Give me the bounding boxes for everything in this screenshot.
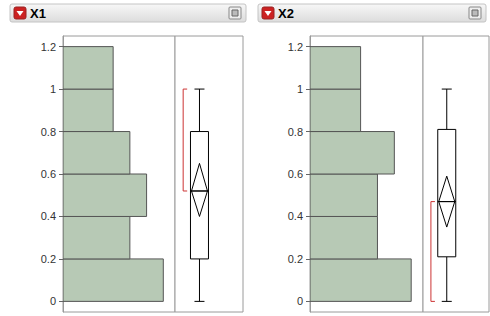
svg-text:0.4: 0.4 <box>41 210 56 222</box>
svg-text:0.6: 0.6 <box>288 168 303 180</box>
svg-text:X2: X2 <box>278 6 294 21</box>
svg-text:0.6: 0.6 <box>41 168 56 180</box>
svg-text:X1: X1 <box>30 6 46 21</box>
svg-text:1: 1 <box>297 83 303 95</box>
svg-text:0.8: 0.8 <box>288 126 303 138</box>
svg-text:0: 0 <box>297 295 303 307</box>
svg-text:0.2: 0.2 <box>288 253 303 265</box>
svg-text:1.2: 1.2 <box>288 41 303 53</box>
svg-text:0.4: 0.4 <box>288 210 303 222</box>
svg-text:1.2: 1.2 <box>41 41 56 53</box>
svg-text:0.8: 0.8 <box>41 126 56 138</box>
svg-text:0: 0 <box>50 295 56 307</box>
svg-text:1: 1 <box>50 83 56 95</box>
svg-text:0.2: 0.2 <box>41 253 56 265</box>
